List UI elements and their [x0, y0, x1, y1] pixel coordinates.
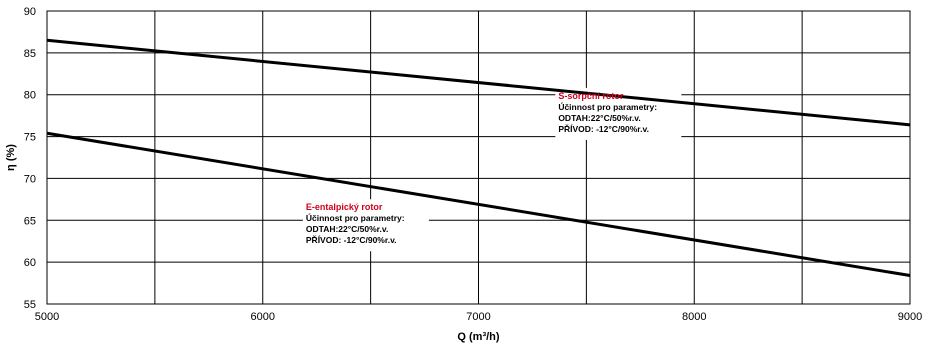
annotation-line: ODTAH:22°C/50%r.v.: [306, 224, 388, 234]
annotation-background: [302, 199, 429, 252]
annotation-backgrounds: [302, 87, 682, 252]
y-tick-label: 55: [24, 299, 36, 311]
annotation-title: E-entalpický rotor: [306, 202, 383, 212]
y-tick-label: 85: [24, 48, 36, 60]
x-tick-label: 5000: [35, 311, 59, 323]
x-tick-label: 7000: [466, 311, 490, 323]
annotation-title: S-sorpční rotor: [558, 91, 624, 101]
y-tick-label: 80: [24, 90, 36, 102]
annotation-line: Účinnost pro parametry:: [306, 212, 405, 223]
x-tick-label: 9000: [898, 311, 922, 323]
y-tick-labels: 55 60 65 70 75 80 85 90: [24, 6, 36, 311]
annotation-line: PŘÍVOD: -12°C/90%r.v.: [558, 123, 649, 134]
y-tick-label: 65: [24, 215, 36, 227]
series-lines: [46, 38, 911, 278]
y-tick-label: 75: [24, 132, 36, 144]
y-tick-label: 70: [24, 173, 36, 185]
x-axis-title: Q (m³/h): [457, 331, 499, 343]
y-tick-label: 90: [24, 6, 36, 18]
annotation-line: Účinnost pro parametry:: [558, 101, 657, 112]
x-tick-label: 8000: [682, 311, 706, 323]
series-line: [46, 38, 911, 127]
annotation-line: ODTAH:22°C/50%r.v.: [558, 113, 640, 123]
series-line: [46, 131, 911, 278]
annotation-line: PŘÍVOD: -12°C/90%r.v.: [306, 234, 397, 245]
x-tick-label: 6000: [251, 311, 275, 323]
y-tick-label: 60: [24, 257, 36, 269]
y-axis-title: η (%): [5, 144, 17, 171]
x-tick-labels: 5000 6000 7000 8000 9000: [35, 311, 922, 323]
plot-frame: [46, 10, 911, 305]
grid-lines: [47, 11, 910, 304]
